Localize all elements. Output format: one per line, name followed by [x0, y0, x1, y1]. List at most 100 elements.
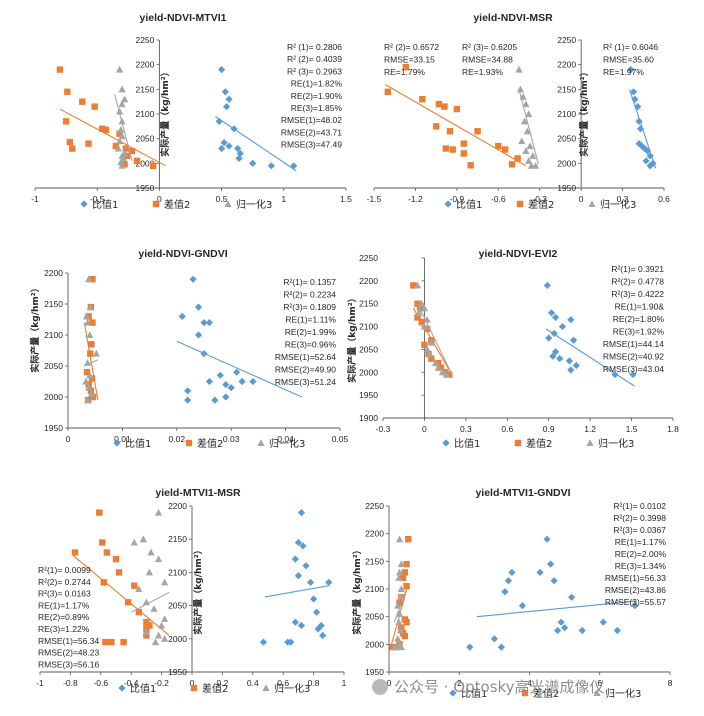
- trend-line: [83, 322, 99, 401]
- legend-label: 比值1: [454, 437, 480, 450]
- y-tick-label: 2050: [359, 344, 378, 354]
- data-point: [205, 319, 214, 327]
- data-point: [474, 128, 481, 135]
- legend-marker: [262, 684, 270, 691]
- data-point: [434, 363, 442, 371]
- stat-annotation: RE(3)=1.34%: [615, 561, 667, 571]
- data-point: [428, 355, 435, 362]
- data-point: [133, 157, 141, 165]
- y-axis-label: 实际产量（kg/hm²）: [351, 545, 363, 634]
- stat-annotation: RMSE(3)=43.04: [603, 364, 664, 374]
- x-tick-label: 0.6: [277, 678, 289, 688]
- legend-label: 比值1: [92, 198, 118, 211]
- data-point: [646, 162, 654, 170]
- data-point: [546, 560, 555, 568]
- data-point: [396, 593, 404, 601]
- stat-annotation: R²(3)= 0.4222: [611, 289, 664, 299]
- y-tick-label: 2150: [557, 84, 576, 94]
- data-point: [64, 88, 71, 95]
- data-point: [121, 161, 128, 168]
- x-tick-label: -0.5: [90, 194, 105, 204]
- data-point: [86, 371, 94, 379]
- data-point: [146, 622, 153, 629]
- stat-annotation: R² (1)= 0.6046: [603, 42, 658, 52]
- stat-annotation: RMSE=34.88: [462, 55, 513, 65]
- data-point: [143, 632, 150, 639]
- data-point: [139, 535, 147, 543]
- data-point: [426, 350, 434, 357]
- data-point: [427, 338, 435, 346]
- data-point: [149, 162, 157, 169]
- data-point: [442, 145, 450, 152]
- stat-annotation: RMSE(1)=56.33: [605, 573, 666, 583]
- data-point: [545, 334, 553, 342]
- data-point: [194, 331, 203, 339]
- data-point: [630, 88, 638, 96]
- series-1: [259, 509, 333, 646]
- stat-annotation: R²(2)= 0.2744: [38, 577, 91, 587]
- data-point: [435, 100, 443, 108]
- data-point: [85, 275, 93, 283]
- y-tick-label: 2000: [168, 634, 187, 644]
- data-point: [130, 538, 138, 546]
- x-tick-label: 6: [597, 678, 602, 688]
- data-point: [115, 65, 124, 73]
- legend-marker: [514, 439, 522, 447]
- data-point: [220, 139, 228, 147]
- stat-annotation: RMSE(3)=56.16: [38, 659, 99, 669]
- data-point: [69, 145, 76, 152]
- data-point: [435, 359, 442, 367]
- data-point: [418, 299, 426, 307]
- data-point: [631, 602, 639, 610]
- data-point: [112, 555, 120, 563]
- data-point: [118, 85, 126, 93]
- data-point: [561, 624, 569, 632]
- y-tick-label: 2000: [557, 158, 576, 168]
- stat-annotation: RE(2)=1.90%: [291, 91, 343, 101]
- stat-annotation: RE=1.97%: [603, 67, 644, 77]
- data-point: [112, 142, 120, 150]
- stat-annotation: R² (3)= 0.2963: [287, 66, 342, 76]
- y-tick-label: 2200: [365, 529, 384, 539]
- data-point: [557, 618, 565, 626]
- y-tick-label: 2050: [135, 134, 154, 144]
- data-point: [490, 635, 498, 643]
- x-tick-label: 1.5: [626, 424, 638, 434]
- data-point: [403, 583, 410, 590]
- data-point: [87, 387, 95, 394]
- data-point: [150, 605, 158, 612]
- data-point: [578, 626, 586, 635]
- x-tick-label: 0.9: [543, 424, 555, 434]
- chart-title: yield-MTVI1-MSR: [155, 487, 241, 499]
- data-point: [184, 396, 192, 404]
- data-point: [297, 509, 306, 517]
- data-point: [234, 144, 242, 153]
- x-tick-label: 0: [190, 678, 195, 688]
- data-point: [599, 618, 607, 626]
- x-tick-label: 0.2: [216, 678, 228, 688]
- trend-line: [215, 116, 297, 172]
- data-point: [142, 628, 150, 636]
- stat-annotation: RE(2)=1.99%: [285, 327, 337, 337]
- y-tick-label: 2200: [359, 276, 378, 286]
- stat-annotation: R²(3)= 0.1809: [283, 302, 336, 312]
- trend-line: [84, 359, 99, 367]
- data-point: [82, 312, 91, 320]
- data-point: [419, 96, 426, 103]
- chart-panel-3: yield-NDVI-GNDVI 0 0.01 0.02 0.03 0.04 0.05 195…: [29, 248, 349, 450]
- y-axis-label: 实际产量（kg/hm²）: [192, 545, 204, 634]
- stat-annotation: RMSE(3)=51.24: [275, 377, 336, 387]
- legend-label: 差值2: [533, 687, 559, 700]
- data-point: [306, 578, 315, 586]
- data-point: [249, 377, 257, 386]
- data-point: [501, 146, 509, 153]
- legend-marker: [516, 200, 524, 208]
- x-tick-label: 0.01: [114, 434, 131, 444]
- data-point: [103, 549, 111, 556]
- data-point: [222, 103, 231, 111]
- stat-annotation: RE=1.79%: [384, 67, 425, 77]
- data-point: [395, 574, 403, 581]
- data-point: [520, 117, 529, 125]
- data-point: [554, 626, 562, 635]
